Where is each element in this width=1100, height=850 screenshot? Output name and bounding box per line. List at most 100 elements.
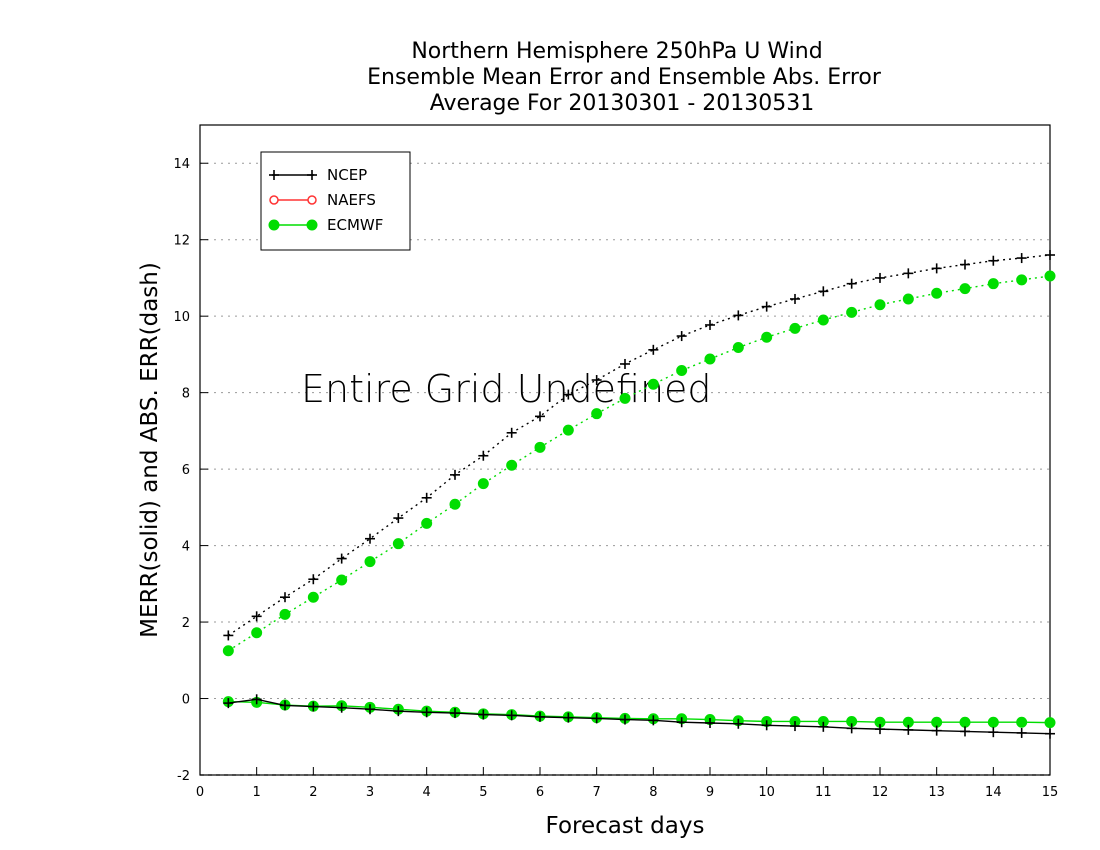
ecmwf-abs-error-point-15 (647, 378, 659, 390)
ncep-abs-error-point-9 (478, 450, 489, 461)
ecmwf-abs-error-point-21 (817, 314, 829, 326)
x-tick-label-13: 13 (928, 785, 945, 800)
ncep-mean-error-series (223, 694, 1055, 739)
ncep-mean-error-point-7 (421, 707, 432, 718)
ecmwf-abs-error-point-7 (421, 517, 433, 529)
x-tick-label-5: 5 (479, 785, 487, 800)
ecmwf-abs-error-point-3 (307, 591, 319, 603)
ncep-mean-error-point-1 (251, 694, 262, 705)
ecmwf-abs-error-point-24 (902, 293, 914, 305)
x-tick-label-7: 7 (593, 785, 601, 800)
legend-marker-left-ncep (269, 170, 279, 180)
legend: NCEP NAEFS ECMWF (260, 151, 411, 251)
x-tick-label-1: 1 (253, 785, 261, 800)
title-line-1: Northern Hemisphere 250hPa U Wind (411, 39, 822, 64)
ecmwf-abs-error-point-2 (279, 608, 291, 620)
ncep-mean-error-point-13 (591, 713, 602, 724)
ecmwf-abs-error-point-17 (704, 353, 716, 365)
ncep-abs-error-point-27 (988, 255, 999, 266)
y-tick-label-6: 10 (173, 310, 190, 325)
undefined-grid-annotation: Entire Grid Undefined (301, 367, 712, 411)
ncep-abs-error-point-23 (875, 272, 885, 283)
legend-marker-right-naefs (307, 195, 317, 205)
y-axis-title: MERR(solid) and ABS. ERR(dash) (137, 262, 163, 638)
ecmwf-abs-error-point-18 (732, 342, 744, 354)
ecmwf-mean-error-point-27 (987, 716, 999, 728)
legend-label-naefs: NAEFS (327, 191, 376, 209)
chart-title: Northern Hemisphere 250hPa U Wind Ensemb… (367, 39, 882, 116)
x-tick-label-0: 0 (196, 785, 204, 800)
y-tick-label-7: 12 (173, 234, 190, 249)
ncep-abs-error-point-2 (280, 592, 290, 603)
legend-marker-right-ncep (307, 170, 317, 180)
ncep-abs-error-point-1 (251, 611, 262, 622)
ncep-mean-error-point-22 (846, 723, 857, 734)
y-tick-label-0: -2 (177, 769, 190, 784)
ncep-mean-error-point-20 (790, 721, 800, 732)
x-tick-label-11: 11 (815, 785, 832, 800)
ncep-abs-error-point-22 (846, 278, 857, 289)
ncep-mean-error-point-19 (761, 720, 772, 731)
ncep-abs-error-point-7 (421, 492, 432, 503)
title-line-3: Average For 20130301 - 20130531 (430, 91, 815, 116)
ncep-abs-error-point-12 (563, 389, 574, 400)
ncep-mean-error-point-26 (960, 726, 970, 737)
ncep-mean-error-point-21 (818, 721, 829, 732)
ncep-abs-error-point-20 (790, 293, 800, 304)
ncep-abs-error-line (227, 254, 1051, 637)
ncep-mean-error-point-9 (478, 709, 489, 720)
x-tick-label-3: 3 (366, 785, 374, 800)
ecmwf-abs-error-point-22 (846, 306, 858, 318)
ncep-abs-error-point-28 (1016, 253, 1027, 264)
ncep-mean-error-point-10 (506, 710, 517, 721)
legend-box (260, 151, 411, 251)
ecmwf-abs-error-point-16 (676, 364, 688, 376)
ncep-abs-error-point-0 (223, 630, 234, 641)
title-line-2: Ensemble Mean Error and Ensemble Abs. Er… (367, 65, 882, 90)
x-tick-label-14: 14 (985, 785, 1002, 800)
ecmwf-mean-error-series (222, 696, 1056, 729)
ecmwf-abs-error-line (227, 275, 1051, 652)
legend-items: NCEP NAEFS ECMWF (268, 166, 383, 234)
ncep-abs-error-point-5 (365, 533, 375, 544)
ncep-mean-error-point-2 (280, 700, 290, 711)
ecmwf-mean-error-point-26 (959, 716, 971, 728)
ecmwf-abs-error-point-25 (931, 287, 943, 299)
x-tick-label-9: 9 (706, 785, 714, 800)
series-layer (222, 250, 1056, 739)
y-tick-label-5: 8 (182, 387, 190, 402)
ncep-abs-error-point-15 (648, 344, 659, 355)
x-tick-label-12: 12 (872, 785, 889, 800)
x-tick-label-6: 6 (536, 785, 544, 800)
plot-frame (199, 124, 1051, 776)
ncep-abs-error-point-8 (450, 469, 460, 480)
x-tick-label-2: 2 (309, 785, 317, 800)
ecmwf-abs-error-series (222, 270, 1056, 657)
y-tick-label-2: 2 (182, 616, 190, 631)
ncep-abs-error-point-13 (591, 375, 602, 386)
ncep-mean-error-point-28 (1016, 727, 1027, 738)
ncep-abs-error-point-4 (336, 553, 347, 564)
x-axis-ticks: 0 1 2 3 4 5 6 7 8 9 10 11 12 13 14 15 (196, 767, 1058, 800)
ncep-mean-error-point-4 (336, 702, 347, 713)
ncep-mean-error-point-17 (705, 718, 715, 728)
legend-item-ncep: NCEP (269, 166, 367, 184)
ecmwf-abs-error-point-13 (591, 408, 603, 420)
ncep-abs-error-point-17 (705, 319, 715, 330)
legend-label-ecmwf: ECMWF (327, 216, 383, 234)
legend-item-ecmwf: ECMWF (268, 216, 383, 234)
ncep-mean-error-point-14 (620, 714, 630, 725)
ecmwf-abs-error-point-5 (364, 556, 376, 568)
ncep-abs-error-point-19 (761, 301, 772, 312)
ecmwf-abs-error-point-0 (222, 645, 234, 657)
ncep-abs-error-point-3 (308, 574, 319, 585)
ecmwf-abs-error-point-8 (449, 498, 461, 510)
ncep-abs-error-point-18 (733, 310, 744, 321)
y-axis-ticks: -2 0 2 4 6 8 10 12 14 (173, 157, 208, 784)
x-tick-label-10: 10 (758, 785, 775, 800)
y-tick-label-8: 14 (173, 157, 190, 172)
ecmwf-abs-error-point-12 (562, 424, 574, 436)
ncep-abs-error-point-14 (620, 358, 630, 369)
ecmwf-mean-error-point-28 (1016, 716, 1028, 728)
